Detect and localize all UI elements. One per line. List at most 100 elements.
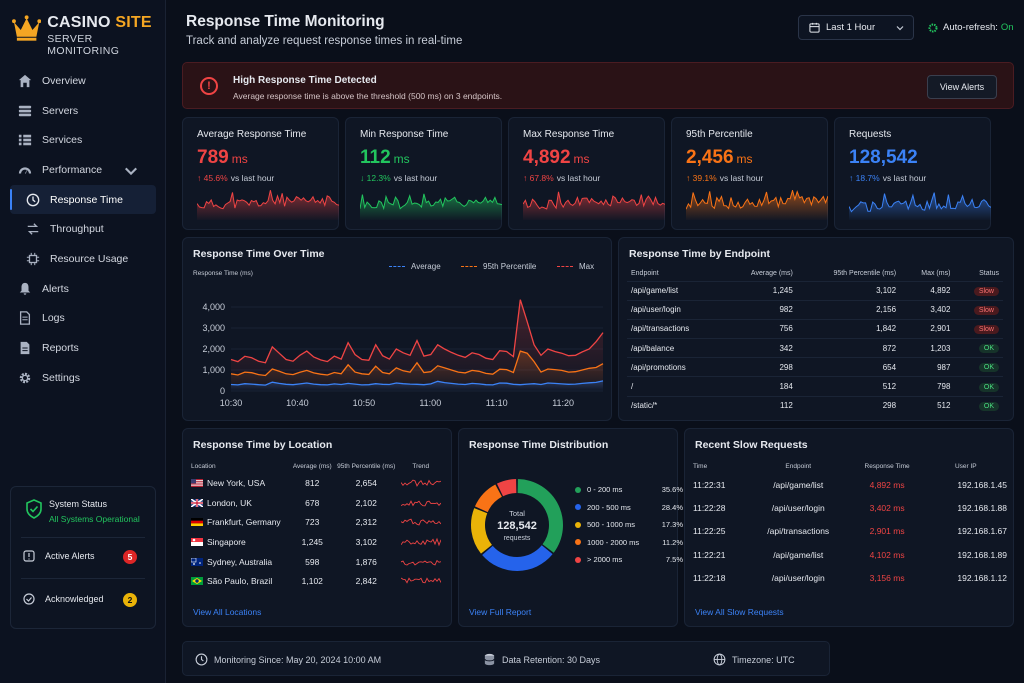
table-row[interactable]: 11:22:31/api/game/list 4,892 ms 192.168.1.… bbox=[693, 473, 1007, 496]
trend-sparkline bbox=[400, 537, 442, 547]
table-cell: 982 bbox=[723, 299, 797, 320]
series-area bbox=[231, 299, 603, 391]
sparkline-line bbox=[523, 191, 665, 210]
table-row[interactable]: São Paulo, Brazil 1,102 2,842 bbox=[191, 571, 443, 591]
sidebar-item-performance[interactable]: Performance bbox=[10, 155, 156, 185]
legend-dot bbox=[575, 556, 581, 563]
table-row[interactable]: London, UK 678 2,102 bbox=[191, 493, 443, 513]
table-row[interactable]: 11:22:25/api/transactions 2,901 ms 192.168… bbox=[693, 520, 1007, 543]
auto-refresh-toggle[interactable]: Auto-refresh: On bbox=[928, 22, 1014, 33]
status-badge: OK bbox=[978, 344, 999, 354]
system-status-state: All Systems Operational bbox=[49, 514, 140, 524]
table-row[interactable]: /api/balance 342 872 1,203 OK bbox=[627, 338, 1003, 358]
sidebar-item-services[interactable]: Services bbox=[10, 125, 156, 155]
table-row[interactable]: /static/* 112 298 512 OK bbox=[627, 395, 1003, 416]
auto-refresh-value: On bbox=[1000, 22, 1014, 33]
table-cell: 723 bbox=[305, 517, 320, 528]
table-cell: 756 bbox=[723, 318, 797, 339]
x-tick-label: 10:40 bbox=[286, 398, 309, 408]
donut-center-value: 128,542 bbox=[497, 520, 537, 532]
table-cell: 872 bbox=[796, 338, 901, 358]
flag-br-icon bbox=[191, 577, 203, 586]
endpoint-table: Endpoint Average (ms) 95th Percentile (m… bbox=[627, 267, 1003, 416]
table-row[interactable]: Frankfurt, Germany 723 2,312 bbox=[191, 512, 443, 532]
table-row[interactable]: Sydney, Australia 598 1,876 bbox=[191, 552, 443, 572]
table-cell: 3,102 bbox=[355, 536, 377, 547]
table-cell: /api/user/login bbox=[627, 299, 724, 320]
sidebar-item-overview[interactable]: Overview bbox=[10, 66, 156, 96]
chevron-down-icon bbox=[896, 26, 904, 31]
refresh-gear-icon bbox=[928, 23, 938, 32]
series-area bbox=[231, 380, 603, 391]
location-name: Sydney, Australia bbox=[207, 556, 273, 567]
flag-au-icon bbox=[191, 557, 203, 566]
table-cell: 192.168.1.89 bbox=[957, 549, 1007, 560]
x-tick-label: 10:30 bbox=[220, 398, 243, 408]
distribution-donut bbox=[471, 479, 563, 571]
sidebar-item-label: Performance bbox=[42, 163, 103, 176]
trend-line bbox=[400, 537, 442, 547]
col-p95: 95th Percentile (ms) bbox=[337, 462, 396, 470]
sidebar-item-settings[interactable]: Settings bbox=[10, 363, 156, 393]
col-max: Max (ms) bbox=[921, 270, 951, 278]
active-alerts-row[interactable]: Active Alerts bbox=[23, 550, 95, 562]
table-row[interactable]: /api/game/list 1,245 3,102 4,892 Slow bbox=[627, 280, 1003, 301]
response-time-chart-card: Response Time Over Time Response Time (m… bbox=[182, 237, 612, 421]
table-row[interactable]: 11:22:21/api/game/list 4,102 ms 192.168.1.… bbox=[693, 543, 1007, 566]
table-cell: /api/transactions bbox=[767, 526, 830, 537]
sidebar-item-label: Settings bbox=[42, 371, 80, 384]
table-row[interactable]: /api/promotions 298 654 987 OK bbox=[627, 357, 1003, 377]
distribution-card: Response Time Distribution Total 128,542… bbox=[458, 428, 683, 627]
distribution-title: Response Time Distribution bbox=[469, 439, 609, 451]
sidebar-item-reports[interactable]: Reports bbox=[10, 333, 156, 363]
stat-label: Average Response Time bbox=[197, 129, 307, 140]
sidebar-item-response-time[interactable]: Response Time bbox=[10, 184, 156, 215]
stat-card[interactable]: Max Response Time 4,892 ms ↑ 67.8% vs last… bbox=[508, 117, 665, 230]
table-row[interactable]: 11:22:18/api/user/login 3,156 ms 192.168.1… bbox=[693, 567, 1007, 590]
col-endpoint: Endpoint bbox=[631, 270, 659, 278]
logo[interactable]: CASINO SITE SERVER MONITORING bbox=[12, 14, 165, 57]
acknowledged-badge: 2 bbox=[123, 593, 137, 607]
acknowledged-row[interactable]: Acknowledged bbox=[23, 593, 104, 605]
view-all-locations-link[interactable]: View All Locations bbox=[193, 607, 262, 617]
sidebar-item-resource-usage[interactable]: Resource Usage bbox=[10, 244, 156, 274]
sparkline bbox=[849, 192, 991, 220]
sidebar-item-logs[interactable]: Logs bbox=[10, 304, 156, 334]
stat-card[interactable]: Requests 128,542 ↑ 18.7% vs last hour bbox=[834, 117, 991, 230]
table-cell: 298 bbox=[723, 357, 797, 377]
x-tick-label: 10:50 bbox=[353, 398, 376, 408]
table-row[interactable]: Singapore 1,245 3,102 bbox=[191, 532, 443, 552]
legend-dot bbox=[575, 486, 581, 493]
clock-icon bbox=[26, 193, 40, 206]
location-name: São Paulo, Brazil bbox=[207, 576, 273, 587]
table-row[interactable]: /184 512 798 OK bbox=[627, 376, 1003, 397]
sidebar-item-servers[interactable]: Servers bbox=[10, 96, 156, 126]
donut-center-label: Total bbox=[509, 509, 525, 518]
brand-subtitle: SERVER MONITORING bbox=[47, 33, 120, 57]
y-tick-label: 0 bbox=[220, 386, 225, 396]
stat-card[interactable]: Min Response Time 112 ms ↓ 12.3% vs last h… bbox=[345, 117, 502, 230]
view-all-slow-requests-link[interactable]: View All Slow Requests bbox=[695, 607, 784, 617]
table-cell: 2,102 bbox=[355, 497, 377, 508]
table-row[interactable]: New York, USA 812 2,654 bbox=[191, 473, 443, 493]
endpoint-title: Response Time by Endpoint bbox=[629, 248, 770, 260]
sidebar-item-throughput[interactable]: Throughput bbox=[10, 214, 156, 244]
globe-icon bbox=[713, 653, 726, 666]
sidebar-item-alerts[interactable]: Alerts bbox=[10, 274, 156, 304]
stat-value: 112 ms bbox=[360, 147, 410, 168]
time-range-select[interactable]: Last 1 Hour bbox=[798, 15, 914, 40]
stat-change: ↑ 18.7% vs last hour bbox=[849, 173, 927, 183]
status-badge: Slow bbox=[973, 305, 999, 315]
view-full-report-link[interactable]: View Full Report bbox=[469, 607, 532, 617]
footer-retention-text: Data Retention: 30 Days bbox=[502, 654, 601, 665]
table-row[interactable]: 11:22:28/api/user/login 3,402 ms 192.168.1… bbox=[693, 496, 1007, 519]
table-row[interactable]: /api/user/login 982 2,156 3,402 Slow bbox=[627, 299, 1003, 320]
donut-slice bbox=[474, 484, 502, 513]
table-cell: 192.168.1.67 bbox=[957, 526, 1007, 537]
response-time-line-chart: 0 1,000 2,000 3,000 4,000 10:30 10:40 10:50 11:0… bbox=[202, 299, 604, 408]
table-row[interactable]: /api/transactions 756 1,842 2,901 Slow bbox=[627, 318, 1003, 339]
server-icon bbox=[18, 105, 32, 116]
stat-card[interactable]: 95th Percentile 2,456 ms ↑ 39.1% vs last h… bbox=[671, 117, 828, 230]
stat-card[interactable]: Average Response Time 789 ms ↑ 45.6% vs la… bbox=[182, 117, 339, 230]
view-alerts-button[interactable]: View Alerts bbox=[927, 75, 997, 99]
